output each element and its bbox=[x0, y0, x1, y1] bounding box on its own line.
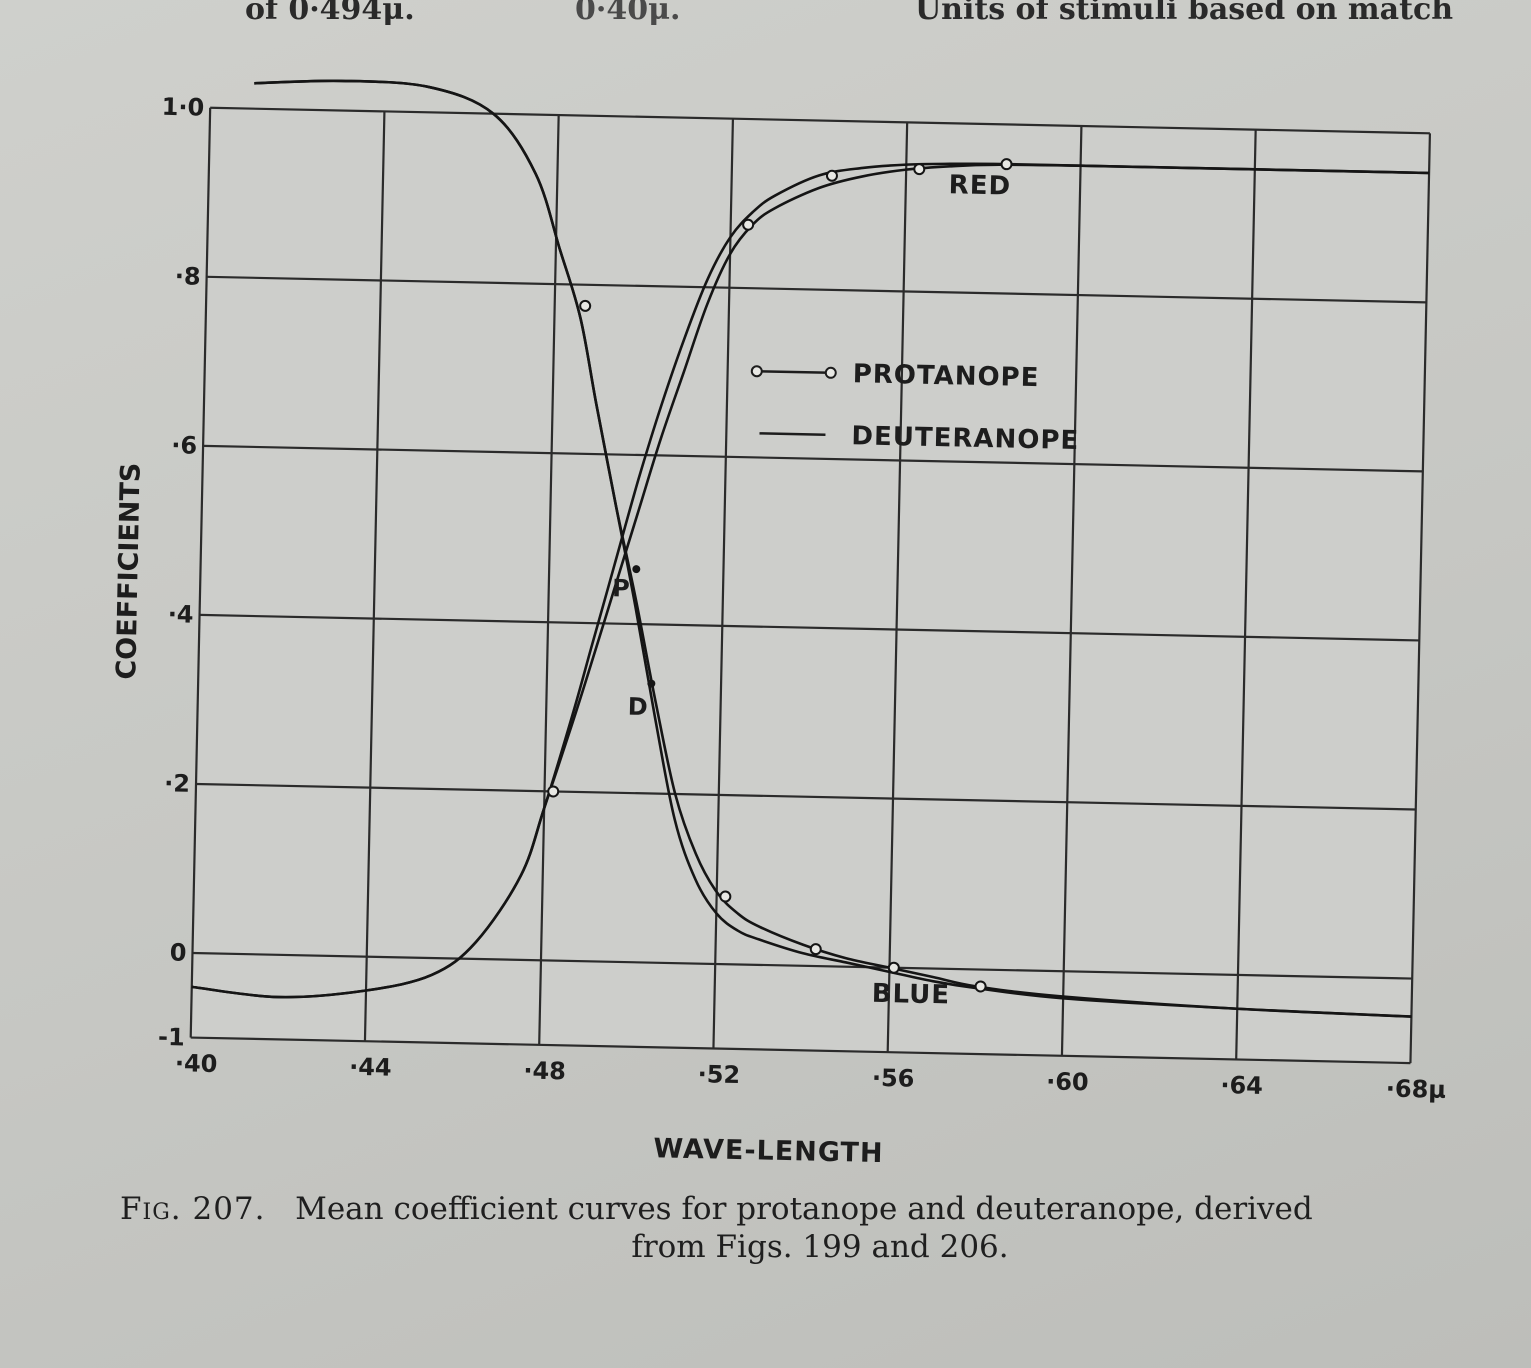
tick-labels: ·40 ·44 ·48 ·52 ·56 ·60 ·64 ·68μ 1·0 ·8 ·6 ·4 ·2 0 -1 bbox=[158, 93, 1447, 1104]
y-tick-label: 1·0 bbox=[161, 93, 204, 122]
y-gridline bbox=[206, 275, 1427, 304]
caption-line-1: Mean coefficient curves for protanope an… bbox=[295, 1191, 1313, 1227]
x-tick-label: ·60 bbox=[1046, 1067, 1089, 1096]
page-header-left: of 0·494μ. bbox=[245, 0, 415, 27]
y-gridline bbox=[192, 951, 1413, 980]
protanope-marker-blue bbox=[887, 961, 900, 974]
protanope-marker-blue bbox=[974, 980, 987, 993]
x-tick-label: ·44 bbox=[349, 1053, 392, 1082]
protanope-marker-red bbox=[547, 785, 560, 798]
curve-label-blue: BLUE bbox=[871, 979, 950, 1011]
annotation-point-d bbox=[647, 679, 656, 688]
y-tick-label: ·4 bbox=[167, 600, 193, 629]
y-gridline bbox=[190, 1036, 1411, 1065]
annotation-d: D bbox=[627, 693, 648, 721]
protanope-marker-red bbox=[825, 169, 838, 182]
figure-caption: Fig. 207. Mean coefficient curves for pr… bbox=[120, 1190, 1400, 1266]
y-gridline bbox=[203, 444, 1423, 473]
legend-protanope-line bbox=[756, 370, 831, 375]
legend-protanope-label: PROTANOPE bbox=[852, 359, 1039, 393]
annotation-p: P bbox=[612, 574, 630, 602]
plot-area bbox=[190, 107, 1430, 1064]
legend-protanope-marker bbox=[750, 365, 763, 378]
x-gridline bbox=[189, 107, 212, 1038]
curve-label-red: RED bbox=[948, 170, 1011, 201]
markers bbox=[547, 158, 1013, 993]
x-tick-label: ·68μ bbox=[1386, 1075, 1447, 1104]
x-gridline bbox=[1409, 133, 1432, 1064]
x-axis-label: WAVE-LENGTH bbox=[653, 1133, 884, 1169]
series-line-deuteranope-red bbox=[191, 162, 1430, 999]
y-tick-label: -1 bbox=[158, 1023, 185, 1052]
y-axis-label: COEFFICIENTS bbox=[111, 462, 147, 680]
x-gridline bbox=[886, 122, 909, 1053]
annotation-point-p bbox=[632, 565, 641, 574]
page-header-right: Units of stimuli based on match bbox=[915, 0, 1454, 27]
legend-protanope-marker bbox=[824, 366, 837, 379]
protanope-marker-blue bbox=[719, 890, 732, 903]
legend-deuteranope-line bbox=[759, 432, 826, 436]
page-header-mid: 0·40μ. bbox=[575, 0, 681, 27]
x-gridline bbox=[1235, 129, 1257, 1060]
protanope-marker-red bbox=[913, 163, 926, 176]
legend-deuteranope-label: DEUTERANOPE bbox=[851, 421, 1079, 456]
y-tick-label: 0 bbox=[169, 939, 186, 967]
legend: PROTANOPE DEUTERANOPE bbox=[750, 359, 1079, 456]
x-tick-label: ·40 bbox=[175, 1049, 218, 1078]
y-gridline bbox=[199, 613, 1420, 642]
x-gridline bbox=[538, 115, 560, 1045]
y-tick-label: ·8 bbox=[175, 262, 201, 291]
x-tick-label: ·64 bbox=[1220, 1071, 1263, 1100]
y-tick-label: ·6 bbox=[171, 431, 197, 460]
curves bbox=[191, 79, 1430, 1018]
x-tick-label: ·56 bbox=[872, 1064, 915, 1093]
x-tick-label: ·48 bbox=[523, 1057, 566, 1086]
x-gridline bbox=[1060, 125, 1083, 1056]
y-tick-label: ·2 bbox=[164, 769, 190, 798]
y-gridline bbox=[210, 106, 1430, 135]
x-tick-label: ·52 bbox=[697, 1060, 740, 1089]
protanope-marker-red bbox=[742, 218, 755, 231]
figure-number: Fig. 207. bbox=[120, 1191, 266, 1227]
y-gridline bbox=[195, 782, 1416, 811]
caption-line-2: from Figs. 199 and 206. bbox=[631, 1229, 1009, 1265]
protanope-marker-blue bbox=[809, 943, 822, 956]
protanope-marker-blue bbox=[579, 299, 592, 312]
protanope-marker-red bbox=[1000, 158, 1013, 171]
x-gridline bbox=[363, 111, 386, 1042]
